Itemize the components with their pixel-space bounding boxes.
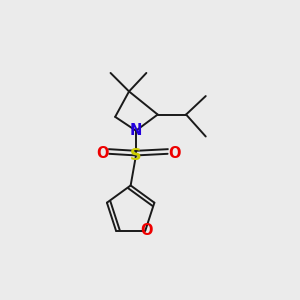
Text: S: S: [130, 148, 142, 163]
Text: O: O: [168, 146, 181, 161]
Text: O: O: [96, 146, 109, 161]
Text: O: O: [140, 223, 153, 238]
Text: N: N: [130, 123, 142, 138]
